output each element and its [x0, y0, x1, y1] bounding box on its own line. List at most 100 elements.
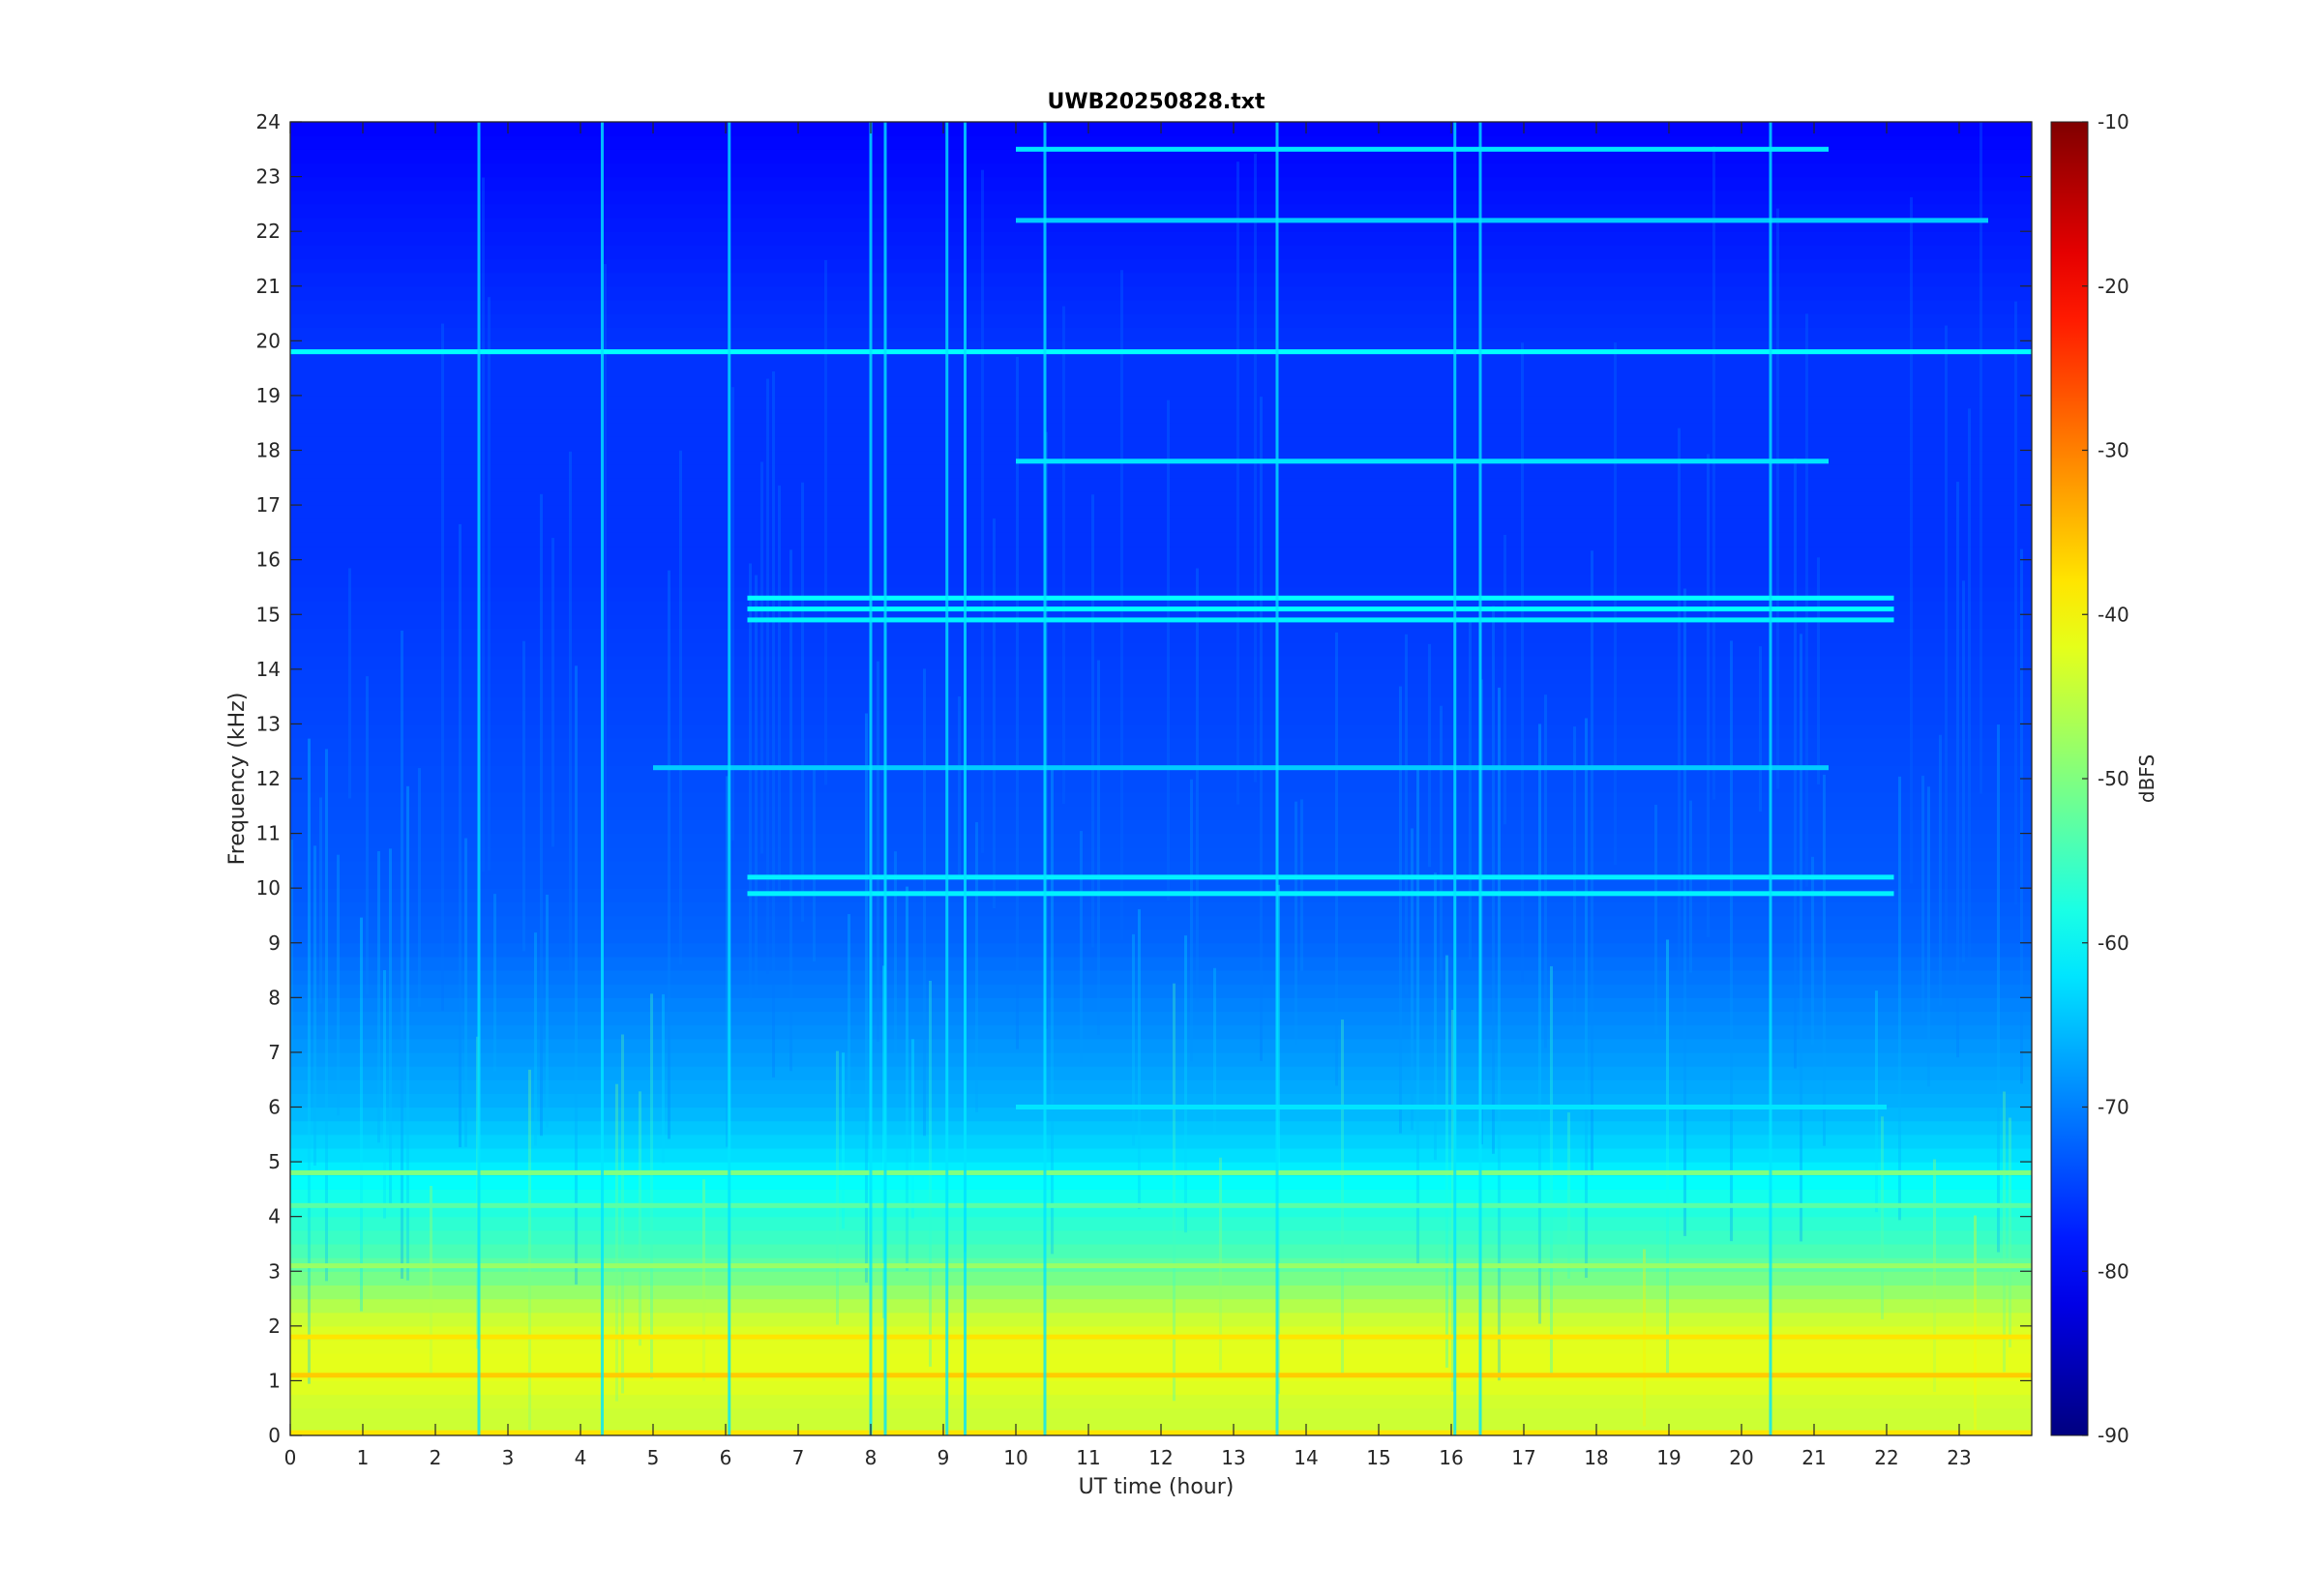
background-band [290, 245, 2032, 260]
background-band [290, 559, 2032, 575]
texture-column [1956, 482, 1959, 1058]
texture-column [1451, 1009, 1454, 1392]
background-band [290, 1147, 2032, 1163]
background-band [290, 1339, 2032, 1354]
y-tick-label: 5 [268, 1150, 281, 1173]
texture-column [1503, 534, 1506, 825]
background-band [290, 203, 2032, 219]
texture-column [389, 848, 392, 1205]
background-band [290, 984, 2032, 998]
colorbar-tick-label: -80 [2098, 1259, 2129, 1283]
y-tick-label: 12 [256, 767, 281, 790]
signal-line [290, 1334, 2032, 1340]
texture-column [383, 970, 386, 1219]
texture-column [1411, 828, 1414, 1131]
background-band [290, 682, 2032, 697]
background-band [290, 737, 2032, 753]
background-band [290, 463, 2032, 479]
texture-column [1213, 967, 1216, 1135]
background-band [290, 1107, 2032, 1122]
texture-column [1016, 356, 1019, 1049]
colorbar-tick-label: -50 [2098, 767, 2129, 790]
background-band [290, 901, 2032, 917]
y-tick-label: 6 [268, 1096, 281, 1119]
signal-line [290, 1202, 2032, 1208]
colorbar-ticks: -10 -20 -30 -40 -50 -60 -70 -80 -90 [2082, 110, 2129, 1447]
texture-column [348, 568, 351, 799]
y-tick-label: 22 [256, 220, 281, 243]
texture-column [615, 1083, 618, 1402]
x-tick-label: 18 [1584, 1446, 1608, 1469]
texture-column [1260, 397, 1263, 1061]
x-tick-label: 23 [1947, 1446, 1971, 1469]
y-tick-label: 10 [256, 876, 281, 900]
x-axis-label: UT time (hour) [1079, 1475, 1235, 1499]
texture-column [2020, 548, 2023, 1084]
transient-line [1769, 122, 1772, 1435]
background-band [290, 518, 2032, 533]
background-band [290, 354, 2032, 369]
transient-line [1453, 122, 1457, 1435]
texture-column [1614, 342, 1617, 866]
texture-column [801, 482, 804, 922]
texture-column [906, 886, 908, 1271]
background-band [290, 272, 2032, 287]
background-band [290, 1120, 2032, 1136]
x-tick-label: 11 [1076, 1446, 1100, 1469]
texture-column [1875, 990, 1878, 1213]
texture-column [766, 378, 769, 974]
background-band [290, 1394, 2032, 1409]
texture-column [813, 768, 816, 961]
x-tick-label: 21 [1801, 1446, 1826, 1469]
texture-column [1666, 939, 1669, 1375]
texture-column [1120, 270, 1123, 941]
texture-column [1521, 342, 1524, 982]
y-tick-label: 14 [256, 658, 281, 681]
texture-column [1196, 568, 1199, 1002]
background-band [290, 573, 2032, 588]
texture-column [865, 713, 868, 1283]
texture-column [1062, 306, 1065, 805]
texture-column [482, 177, 485, 872]
texture-column [430, 1186, 432, 1376]
background-band [290, 710, 2032, 725]
background-band [290, 1038, 2032, 1053]
texture-column [1945, 325, 1948, 967]
background-band [290, 1189, 2032, 1204]
texture-column [464, 838, 467, 1147]
background-band [290, 1024, 2032, 1040]
background-band [290, 970, 2032, 985]
colorbar-tick-label: -30 [2098, 439, 2129, 462]
background-band [290, 436, 2032, 452]
background-band [290, 163, 2032, 178]
signal-line [747, 606, 1894, 612]
texture-column [1678, 428, 1681, 972]
background-band [290, 1298, 2032, 1314]
texture-column [2014, 301, 2017, 905]
y-tick-label: 15 [256, 603, 281, 626]
background-band [290, 1079, 2032, 1094]
x-tick-label: 3 [502, 1446, 515, 1469]
background-band [290, 819, 2032, 835]
transient-line [869, 122, 873, 1435]
background-band [290, 1271, 2032, 1286]
texture-column [621, 1034, 624, 1394]
y-tick-label: 9 [268, 931, 281, 955]
background-band [290, 779, 2032, 793]
texture-column [1538, 724, 1541, 1324]
transient-line [883, 122, 887, 1435]
texture-column [755, 575, 758, 990]
background-band [290, 1066, 2032, 1080]
background-band [290, 1051, 2032, 1067]
texture-column [877, 661, 879, 1043]
texture-column [1794, 458, 1797, 1069]
background-band [290, 231, 2032, 246]
texture-column [1707, 454, 1710, 937]
background-band [290, 505, 2032, 519]
texture-column [1712, 146, 1715, 800]
background-band [290, 1407, 2032, 1423]
texture-column [679, 450, 682, 965]
signal-line [290, 349, 2032, 355]
